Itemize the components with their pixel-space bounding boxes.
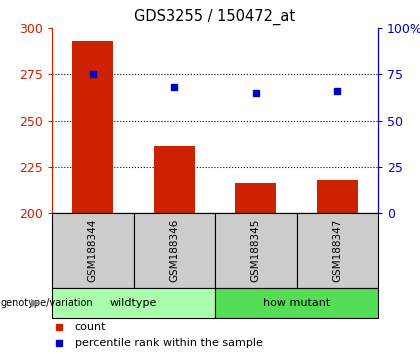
Text: ▶: ▶: [31, 298, 39, 308]
Text: GSM188344: GSM188344: [88, 219, 98, 282]
Text: count: count: [75, 322, 106, 332]
Bar: [215, 288, 378, 318]
Bar: [52, 213, 134, 288]
Bar: [72, 41, 113, 213]
Text: how mutant: how mutant: [263, 298, 330, 308]
Bar: [317, 180, 357, 213]
Bar: [297, 213, 378, 288]
Title: GDS3255 / 150472_at: GDS3255 / 150472_at: [134, 9, 296, 25]
Bar: [52, 288, 215, 318]
Bar: [215, 213, 297, 288]
Text: wildtype: wildtype: [110, 298, 157, 308]
Text: GSM188347: GSM188347: [332, 219, 342, 282]
Bar: [235, 183, 276, 213]
Text: GSM188346: GSM188346: [169, 219, 179, 282]
Text: GSM188345: GSM188345: [251, 219, 261, 282]
Bar: [134, 213, 215, 288]
Bar: [154, 147, 194, 213]
Text: genotype/variation: genotype/variation: [0, 298, 93, 308]
Text: percentile rank within the sample: percentile rank within the sample: [75, 338, 262, 348]
